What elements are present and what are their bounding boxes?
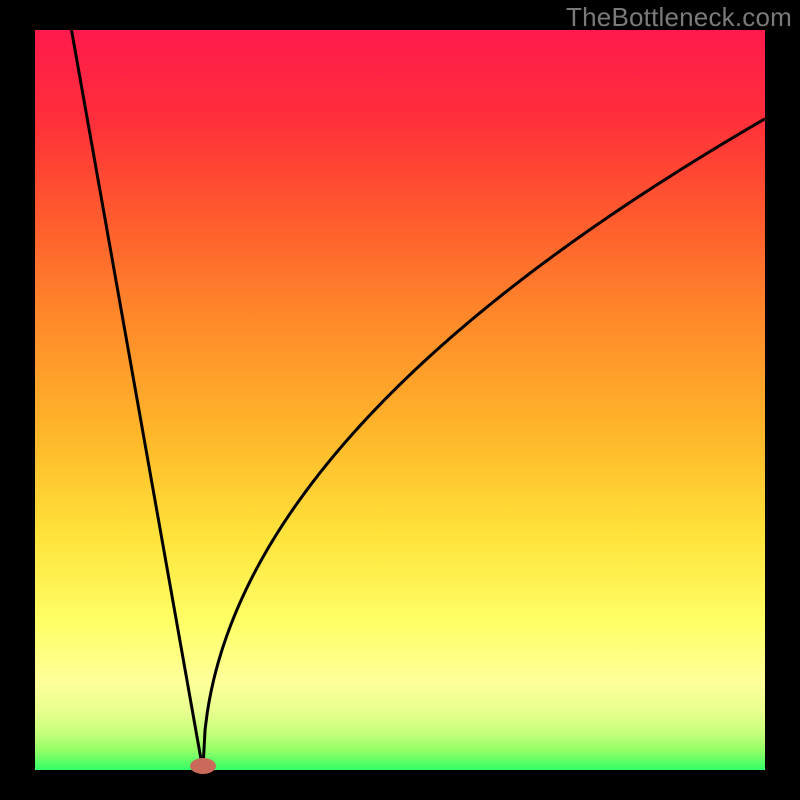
- chart-frame: TheBottleneck.com: [0, 0, 800, 800]
- watermark-text: TheBottleneck.com: [566, 2, 792, 33]
- gradient-background: [35, 30, 765, 770]
- minimum-marker: [190, 758, 216, 774]
- plot-area: [35, 30, 765, 770]
